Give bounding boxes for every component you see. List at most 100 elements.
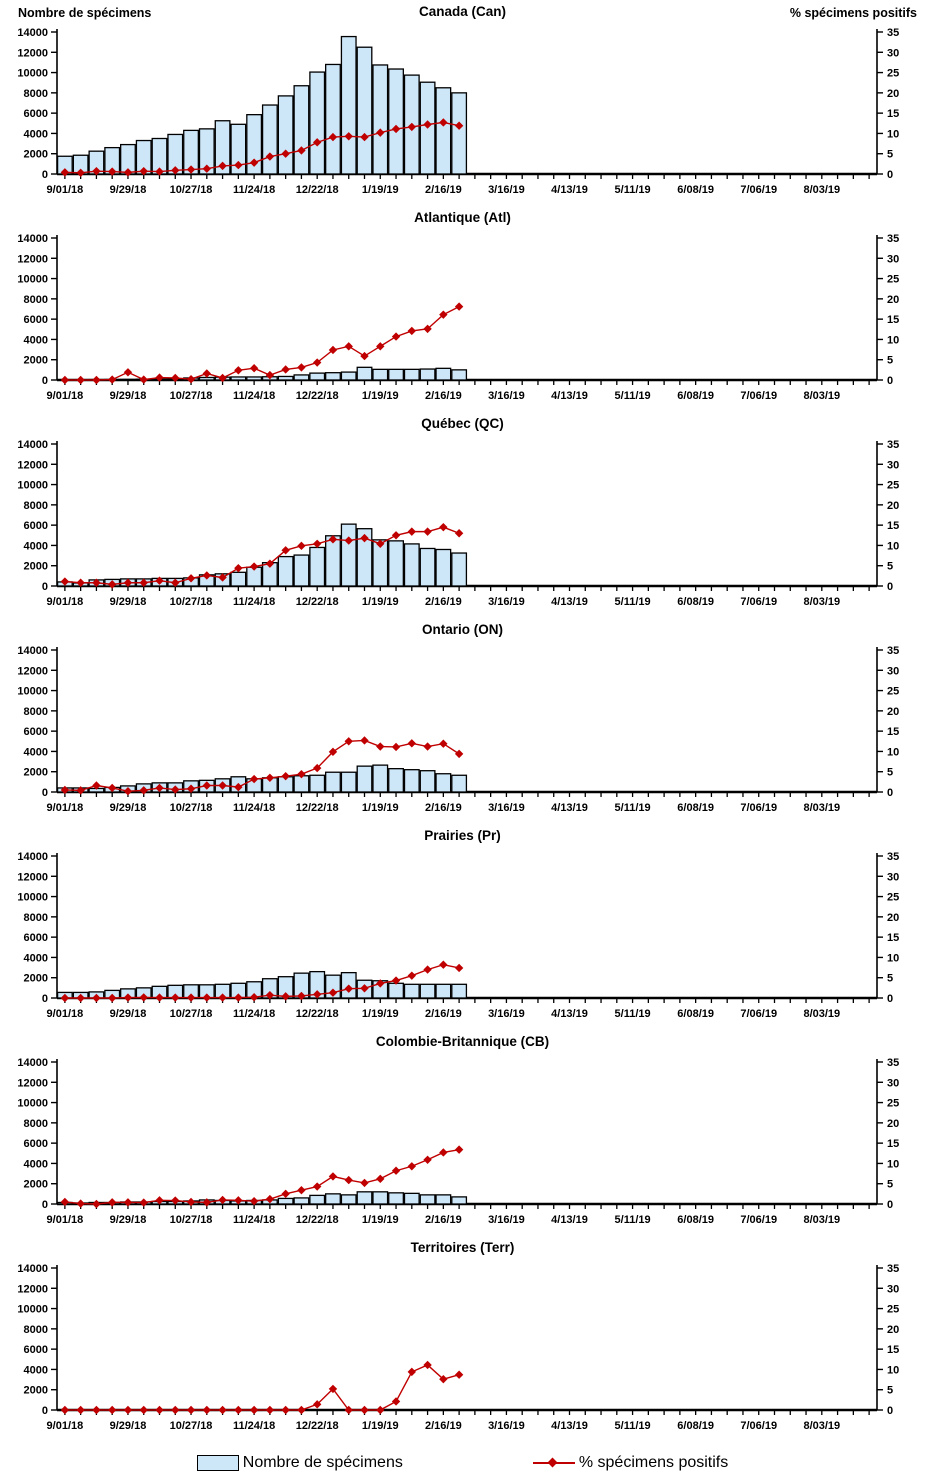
svg-text:4000: 4000 bbox=[24, 540, 48, 552]
svg-text:7/06/19: 7/06/19 bbox=[740, 596, 777, 608]
svg-text:10: 10 bbox=[887, 540, 899, 552]
svg-text:11/24/18: 11/24/18 bbox=[233, 596, 275, 608]
svg-text:20: 20 bbox=[887, 88, 899, 100]
svg-text:30: 30 bbox=[887, 871, 899, 883]
svg-text:2000: 2000 bbox=[24, 973, 48, 985]
svg-text:15: 15 bbox=[887, 108, 899, 120]
svg-text:25: 25 bbox=[887, 480, 899, 492]
svg-text:25: 25 bbox=[887, 1304, 899, 1316]
svg-text:14000: 14000 bbox=[17, 439, 48, 451]
svg-text:5: 5 bbox=[887, 767, 893, 779]
chart-territoires: 0 2000 4000 6000 8000 10000 12000 14000 0 5 10 15 20… bbox=[17, 1263, 899, 1432]
svg-text:6000: 6000 bbox=[24, 932, 48, 944]
svg-text:0: 0 bbox=[42, 1405, 48, 1417]
svg-text:12/22/18: 12/22/18 bbox=[296, 1008, 339, 1020]
svg-text:5/11/19: 5/11/19 bbox=[615, 1008, 651, 1020]
svg-text:12000: 12000 bbox=[17, 253, 48, 265]
svg-text:9/01/18: 9/01/18 bbox=[47, 802, 84, 814]
svg-text:0: 0 bbox=[887, 375, 893, 387]
svg-text:4/13/19: 4/13/19 bbox=[551, 596, 588, 608]
svg-text:12/22/18: 12/22/18 bbox=[296, 390, 339, 402]
svg-text:14000: 14000 bbox=[17, 1057, 48, 1069]
svg-text:2000: 2000 bbox=[24, 355, 48, 367]
svg-text:1/19/19: 1/19/19 bbox=[362, 390, 399, 402]
svg-text:12/22/18: 12/22/18 bbox=[296, 802, 339, 814]
svg-text:6/08/19: 6/08/19 bbox=[677, 184, 714, 196]
svg-text:6000: 6000 bbox=[24, 726, 48, 738]
svg-text:25: 25 bbox=[887, 68, 899, 80]
bars-group bbox=[56, 970, 468, 999]
svg-text:7/06/19: 7/06/19 bbox=[740, 1214, 777, 1226]
svg-text:0: 0 bbox=[42, 581, 48, 593]
svg-text:8000: 8000 bbox=[24, 912, 48, 924]
svg-text:8/03/19: 8/03/19 bbox=[803, 184, 840, 196]
svg-text:35: 35 bbox=[887, 1057, 899, 1069]
chart-ontario: 0 2000 4000 6000 8000 10000 12000 14000 0 5 10 15 20… bbox=[17, 645, 899, 814]
svg-text:4000: 4000 bbox=[24, 746, 48, 758]
svg-text:3/16/19: 3/16/19 bbox=[488, 184, 525, 196]
svg-text:5/11/19: 5/11/19 bbox=[615, 1214, 651, 1226]
svg-text:11/24/18: 11/24/18 bbox=[233, 390, 275, 402]
svg-text:2/16/19: 2/16/19 bbox=[425, 802, 462, 814]
svg-text:5: 5 bbox=[887, 973, 893, 985]
svg-text:20: 20 bbox=[887, 912, 899, 924]
svg-text:1/19/19: 1/19/19 bbox=[362, 1214, 399, 1226]
panel-title-territoires: Territoires (Terr) bbox=[410, 1240, 515, 1255]
svg-text:8000: 8000 bbox=[24, 1324, 48, 1336]
svg-text:9/01/18: 9/01/18 bbox=[47, 1008, 84, 1020]
svg-text:5/11/19: 5/11/19 bbox=[615, 184, 651, 196]
svg-text:10: 10 bbox=[887, 334, 899, 346]
svg-text:4/13/19: 4/13/19 bbox=[551, 184, 588, 196]
svg-text:11/24/18: 11/24/18 bbox=[233, 184, 275, 196]
svg-text:2/16/19: 2/16/19 bbox=[425, 390, 462, 402]
svg-text:9/29/18: 9/29/18 bbox=[110, 184, 147, 196]
svg-text:0: 0 bbox=[887, 581, 893, 593]
svg-text:15: 15 bbox=[887, 314, 899, 326]
svg-text:4/13/19: 4/13/19 bbox=[551, 1420, 588, 1432]
line-group bbox=[60, 1360, 464, 1415]
svg-text:5: 5 bbox=[887, 355, 893, 367]
svg-text:11/24/18: 11/24/18 bbox=[233, 802, 275, 814]
svg-text:6/08/19: 6/08/19 bbox=[677, 390, 714, 402]
svg-text:0: 0 bbox=[887, 169, 893, 181]
bar-swatch-icon bbox=[196, 1455, 239, 1471]
panel-atlantique: Atlantique (Atl) 0 2000 4000 6000 8000 10000 1… bbox=[0, 208, 925, 414]
svg-text:10000: 10000 bbox=[17, 1098, 48, 1110]
legend: Nombre de spécimens % spécimens positifs bbox=[0, 1446, 925, 1480]
svg-text:10000: 10000 bbox=[17, 1304, 48, 1316]
svg-text:14000: 14000 bbox=[17, 851, 48, 863]
svg-text:9/29/18: 9/29/18 bbox=[110, 1214, 147, 1226]
svg-text:35: 35 bbox=[887, 27, 899, 39]
svg-text:2000: 2000 bbox=[24, 767, 48, 779]
panel-title-quebec: Québec (QC) bbox=[421, 416, 504, 431]
panel-quebec: Québec (QC) 0 2000 4000 6000 8000 10000 12000 1… bbox=[0, 414, 925, 620]
svg-text:9/29/18: 9/29/18 bbox=[110, 390, 147, 402]
bars-group bbox=[56, 35, 468, 175]
svg-text:8/03/19: 8/03/19 bbox=[803, 802, 840, 814]
svg-text:8000: 8000 bbox=[24, 500, 48, 512]
svg-text:25: 25 bbox=[887, 892, 899, 904]
line-group bbox=[60, 118, 464, 177]
svg-text:12000: 12000 bbox=[17, 1283, 48, 1295]
svg-text:8/03/19: 8/03/19 bbox=[803, 1214, 840, 1226]
svg-text:4/13/19: 4/13/19 bbox=[551, 1008, 588, 1020]
svg-text:12/22/18: 12/22/18 bbox=[296, 596, 339, 608]
svg-text:1/19/19: 1/19/19 bbox=[362, 802, 399, 814]
svg-text:9/29/18: 9/29/18 bbox=[110, 1008, 147, 1020]
svg-text:10/27/18: 10/27/18 bbox=[170, 184, 213, 196]
svg-text:0: 0 bbox=[887, 1405, 893, 1417]
svg-text:25: 25 bbox=[887, 274, 899, 286]
svg-text:10: 10 bbox=[887, 1158, 899, 1170]
left-axis-title: Nombre de spécimens bbox=[18, 6, 152, 20]
svg-text:4000: 4000 bbox=[24, 128, 48, 140]
svg-text:14000: 14000 bbox=[17, 233, 48, 245]
svg-text:10000: 10000 bbox=[17, 480, 48, 492]
axes-group: 0 2000 4000 6000 8000 10000 12000 14000 0 5 10 15 20… bbox=[17, 27, 899, 196]
line-group bbox=[60, 302, 464, 385]
svg-text:8000: 8000 bbox=[24, 1118, 48, 1130]
chart-colombie-britannique: 0 2000 4000 6000 8000 10000 12000 14000 0 5 10 15 20… bbox=[17, 1057, 899, 1226]
svg-text:2000: 2000 bbox=[24, 149, 48, 161]
legend-line-label: % spécimens positifs bbox=[578, 1454, 729, 1471]
panel-canada-title-row: Nombre de spécimens Canada (Can) % spéci… bbox=[0, 2, 925, 24]
right-axis-title: % spécimens positifs bbox=[789, 6, 917, 20]
